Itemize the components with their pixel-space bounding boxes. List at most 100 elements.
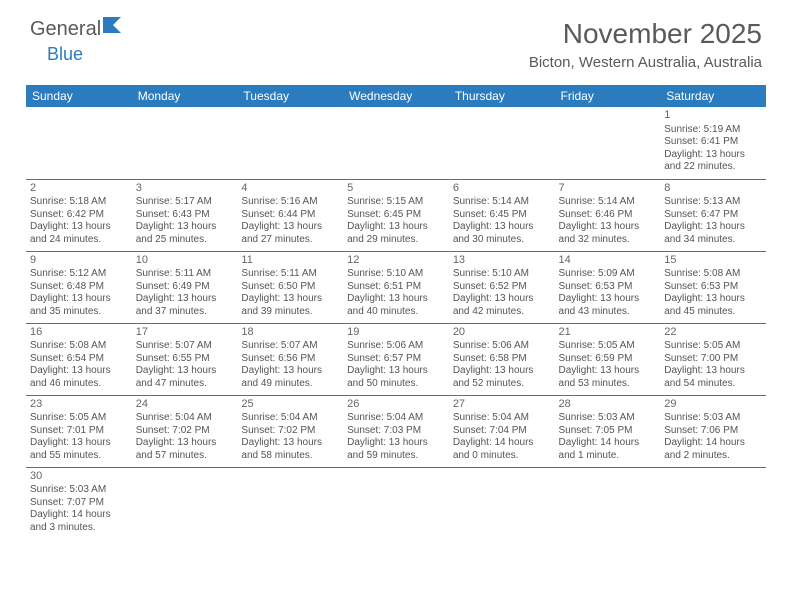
daylight-text: Daylight: 14 hours and 1 minute. (559, 437, 657, 462)
day-number: 21 (559, 326, 657, 340)
day-number: 11 (241, 254, 339, 268)
daylight-text: Daylight: 13 hours and 50 minutes. (347, 365, 445, 390)
sunrise-text: Sunrise: 5:12 AM (30, 268, 128, 281)
calendar-day-cell: 4Sunrise: 5:16 AMSunset: 6:44 PMDaylight… (237, 179, 343, 251)
flag-icon (103, 16, 125, 39)
sunrise-text: Sunrise: 5:14 AM (453, 196, 551, 209)
calendar-day-cell: 30Sunrise: 5:03 AMSunset: 7:07 PMDayligh… (26, 467, 132, 539)
sunset-text: Sunset: 6:51 PM (347, 281, 445, 294)
location-subtitle: Bicton, Western Australia, Australia (529, 54, 762, 71)
day-number: 5 (347, 182, 445, 196)
day-number: 9 (30, 254, 128, 268)
calendar-day-cell: 7Sunrise: 5:14 AMSunset: 6:46 PMDaylight… (555, 179, 661, 251)
sunrise-text: Sunrise: 5:15 AM (347, 196, 445, 209)
calendar-day-cell (660, 467, 766, 539)
daylight-text: Daylight: 13 hours and 39 minutes. (241, 293, 339, 318)
calendar-week-row: 9Sunrise: 5:12 AMSunset: 6:48 PMDaylight… (26, 251, 766, 323)
weekday-header: Sunday (26, 85, 132, 107)
daylight-text: Daylight: 13 hours and 37 minutes. (136, 293, 234, 318)
sunrise-text: Sunrise: 5:04 AM (241, 412, 339, 425)
calendar-day-cell (343, 107, 449, 179)
sunrise-text: Sunrise: 5:04 AM (136, 412, 234, 425)
sunset-text: Sunset: 6:45 PM (347, 209, 445, 222)
sunset-text: Sunset: 7:01 PM (30, 425, 128, 438)
day-number: 14 (559, 254, 657, 268)
sunset-text: Sunset: 6:59 PM (559, 353, 657, 366)
brand-logo: General (30, 18, 127, 41)
calendar-day-cell: 2Sunrise: 5:18 AMSunset: 6:42 PMDaylight… (26, 179, 132, 251)
sunset-text: Sunset: 6:42 PM (30, 209, 128, 222)
sunset-text: Sunset: 6:58 PM (453, 353, 551, 366)
sunrise-text: Sunrise: 5:06 AM (453, 340, 551, 353)
calendar-day-cell (237, 467, 343, 539)
calendar-day-cell: 17Sunrise: 5:07 AMSunset: 6:55 PMDayligh… (132, 323, 238, 395)
calendar-day-cell: 9Sunrise: 5:12 AMSunset: 6:48 PMDaylight… (26, 251, 132, 323)
sunrise-text: Sunrise: 5:10 AM (453, 268, 551, 281)
weekday-header: Saturday (660, 85, 766, 107)
daylight-text: Daylight: 13 hours and 27 minutes. (241, 221, 339, 246)
weekday-header: Thursday (449, 85, 555, 107)
sunset-text: Sunset: 6:52 PM (453, 281, 551, 294)
sunset-text: Sunset: 6:57 PM (347, 353, 445, 366)
calendar-day-cell: 12Sunrise: 5:10 AMSunset: 6:51 PMDayligh… (343, 251, 449, 323)
sunrise-text: Sunrise: 5:11 AM (136, 268, 234, 281)
calendar-day-cell: 21Sunrise: 5:05 AMSunset: 6:59 PMDayligh… (555, 323, 661, 395)
sunset-text: Sunset: 6:53 PM (664, 281, 762, 294)
day-number: 13 (453, 254, 551, 268)
sunrise-text: Sunrise: 5:17 AM (136, 196, 234, 209)
calendar-day-cell: 22Sunrise: 5:05 AMSunset: 7:00 PMDayligh… (660, 323, 766, 395)
daylight-text: Daylight: 14 hours and 3 minutes. (30, 509, 128, 534)
sunrise-text: Sunrise: 5:09 AM (559, 268, 657, 281)
calendar-day-cell (449, 107, 555, 179)
page-title: November 2025 (529, 18, 762, 50)
sunset-text: Sunset: 6:55 PM (136, 353, 234, 366)
sunset-text: Sunset: 7:02 PM (136, 425, 234, 438)
sunrise-text: Sunrise: 5:19 AM (664, 124, 762, 137)
calendar-day-cell (26, 107, 132, 179)
calendar-day-cell: 20Sunrise: 5:06 AMSunset: 6:58 PMDayligh… (449, 323, 555, 395)
sunrise-text: Sunrise: 5:08 AM (30, 340, 128, 353)
day-number: 16 (30, 326, 128, 340)
day-number: 27 (453, 398, 551, 412)
calendar-day-cell: 8Sunrise: 5:13 AMSunset: 6:47 PMDaylight… (660, 179, 766, 251)
calendar-day-cell: 23Sunrise: 5:05 AMSunset: 7:01 PMDayligh… (26, 395, 132, 467)
sunset-text: Sunset: 6:49 PM (136, 281, 234, 294)
calendar-day-cell: 13Sunrise: 5:10 AMSunset: 6:52 PMDayligh… (449, 251, 555, 323)
sunrise-text: Sunrise: 5:05 AM (559, 340, 657, 353)
calendar-week-row: 1Sunrise: 5:19 AMSunset: 6:41 PMDaylight… (26, 107, 766, 179)
sunset-text: Sunset: 6:44 PM (241, 209, 339, 222)
weekday-header: Friday (555, 85, 661, 107)
day-number: 4 (241, 182, 339, 196)
calendar-day-cell (132, 107, 238, 179)
calendar-day-cell: 26Sunrise: 5:04 AMSunset: 7:03 PMDayligh… (343, 395, 449, 467)
sunrise-text: Sunrise: 5:11 AM (241, 268, 339, 281)
daylight-text: Daylight: 14 hours and 2 minutes. (664, 437, 762, 462)
calendar-day-cell: 1Sunrise: 5:19 AMSunset: 6:41 PMDaylight… (660, 107, 766, 179)
calendar-week-row: 23Sunrise: 5:05 AMSunset: 7:01 PMDayligh… (26, 395, 766, 467)
calendar-day-cell: 11Sunrise: 5:11 AMSunset: 6:50 PMDayligh… (237, 251, 343, 323)
day-number: 18 (241, 326, 339, 340)
calendar-day-cell: 28Sunrise: 5:03 AMSunset: 7:05 PMDayligh… (555, 395, 661, 467)
daylight-text: Daylight: 13 hours and 54 minutes. (664, 365, 762, 390)
daylight-text: Daylight: 13 hours and 34 minutes. (664, 221, 762, 246)
sunset-text: Sunset: 7:00 PM (664, 353, 762, 366)
calendar-day-cell (132, 467, 238, 539)
daylight-text: Daylight: 13 hours and 25 minutes. (136, 221, 234, 246)
header: General November 2025 Bicton, Western Au… (0, 0, 792, 77)
weekday-header: Wednesday (343, 85, 449, 107)
daylight-text: Daylight: 13 hours and 40 minutes. (347, 293, 445, 318)
title-block: November 2025 Bicton, Western Australia,… (529, 18, 762, 71)
daylight-text: Daylight: 13 hours and 22 minutes. (664, 149, 762, 174)
sunrise-text: Sunrise: 5:03 AM (30, 484, 128, 497)
sunrise-text: Sunrise: 5:16 AM (241, 196, 339, 209)
daylight-text: Daylight: 13 hours and 55 minutes. (30, 437, 128, 462)
sunset-text: Sunset: 6:56 PM (241, 353, 339, 366)
calendar-day-cell (343, 467, 449, 539)
daylight-text: Daylight: 13 hours and 59 minutes. (347, 437, 445, 462)
day-number: 3 (136, 182, 234, 196)
sunrise-text: Sunrise: 5:10 AM (347, 268, 445, 281)
day-number: 8 (664, 182, 762, 196)
day-number: 25 (241, 398, 339, 412)
daylight-text: Daylight: 13 hours and 43 minutes. (559, 293, 657, 318)
sunset-text: Sunset: 6:43 PM (136, 209, 234, 222)
